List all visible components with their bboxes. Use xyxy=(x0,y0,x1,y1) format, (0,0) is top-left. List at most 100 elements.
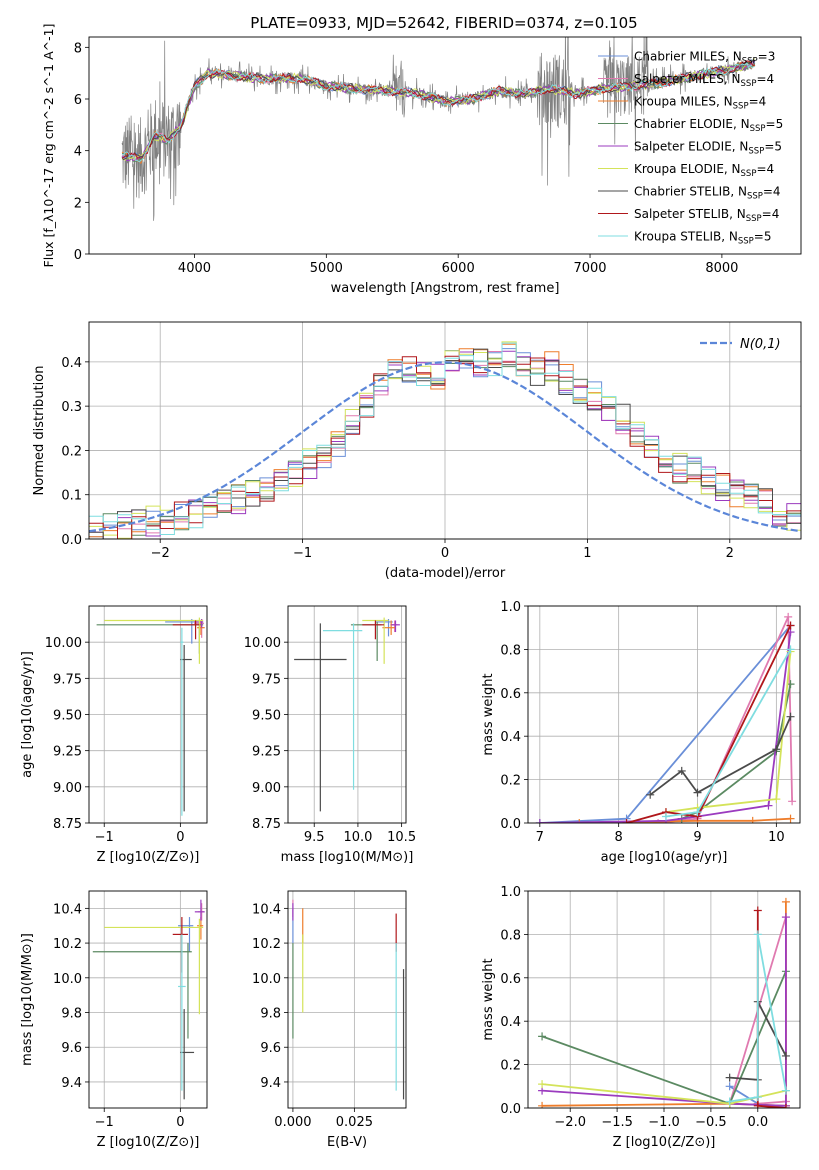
y-tick-label: 9.75 xyxy=(252,672,281,687)
legend-subscript: SSP xyxy=(741,169,757,179)
weight-marker-7 xyxy=(781,1104,790,1108)
x-tick-label: −1.5 xyxy=(601,1115,633,1130)
x-tick-label: −2 xyxy=(151,546,170,561)
x-tick-label: 6000 xyxy=(442,261,475,276)
spectrum-legend: Chabrier MILES, NSSP=3 Salpeter MILES, NS… xyxy=(598,50,783,247)
axes-frame xyxy=(527,890,801,1109)
x-tick-label: 7 xyxy=(536,830,544,845)
axes-frame xyxy=(287,605,407,824)
axes-frame xyxy=(88,321,802,540)
mass-vs-Z-y-label: mass [log10(M/M⊙)] xyxy=(20,933,35,1066)
legend-suffix: =4 xyxy=(756,72,774,86)
weight-marker-2 xyxy=(786,814,795,823)
axes-frame xyxy=(88,36,802,255)
spectrum-y-label: Flux [f_λ10^-17 erg cm^-2 s^-1 A^-1] xyxy=(41,24,56,268)
weight-marker-8 xyxy=(693,808,702,817)
y-tick-label: 8 xyxy=(74,41,82,56)
weight-marker-8 xyxy=(753,1093,762,1102)
y-tick-label: 1.0 xyxy=(500,885,521,900)
y-tick-label: 6 xyxy=(74,93,82,108)
weight-marker-7 xyxy=(786,621,795,630)
legend-label: Kroupa MILES, NSSP=4 xyxy=(634,95,766,112)
legend-subscript: SSP xyxy=(747,192,763,202)
age-vs-mass-x-label: mass [log10(M/M⊙)] xyxy=(281,850,414,865)
plot-area xyxy=(121,37,756,221)
weight-marker-7 xyxy=(753,1101,762,1108)
x-tick-label: 9 xyxy=(693,830,701,845)
y-tick-label: 10.4 xyxy=(53,902,82,917)
residuals-x-label: (data-model)/error xyxy=(385,566,506,581)
plot-area xyxy=(292,899,405,1100)
plot-area xyxy=(538,897,790,1108)
spectrum-plot: 4000 5000 6000 7000 8000 0 2 4 6 8 wavelength [Ang… xyxy=(41,24,802,296)
weight-marker-4 xyxy=(535,819,544,823)
y-tick-label: 9.00 xyxy=(252,781,281,796)
legend-suffix: =4 xyxy=(756,162,774,176)
weight-vs-age-panel: 7 8 9 10 0.0 0.2 0.4 0.6 0.8 1.0 age [log10(age/yr… xyxy=(481,600,801,865)
mass-vs-Z-x-label: Z [log10(Z/Z⊙)] xyxy=(97,1135,200,1150)
y-tick-label: 0.2 xyxy=(500,1059,521,1074)
y-tick-label: 4 xyxy=(74,145,82,160)
weight-marker-5 xyxy=(772,795,781,804)
figure-title: PLATE=0933, MJD=52642, FIBERID=0374, z=0… xyxy=(250,14,637,32)
weight-marker-8 xyxy=(781,1086,790,1095)
y-tick-label: 8.75 xyxy=(252,817,281,832)
spectrum-panel: 4000 5000 6000 7000 8000 0 2 4 6 8 wavelength [Ang… xyxy=(41,24,802,296)
legend-label-normal: N(0,1) xyxy=(740,337,781,352)
legend-label: Salpeter ELODIE, NSSP=5 xyxy=(634,140,782,157)
legend-subscript: SSP xyxy=(750,124,766,134)
y-tick-label: 10.00 xyxy=(45,636,82,651)
weight-marker-6 xyxy=(693,788,702,797)
histogram-step-8 xyxy=(89,342,801,535)
x-tick-label: 10.5 xyxy=(387,830,416,845)
mass-vs-EBV-panel: 0.000 0.025 9.4 9.6 9.8 10.0 10.2 10.4 E(B-V) xyxy=(252,890,407,1150)
weight-marker-4 xyxy=(764,801,773,810)
plot-area xyxy=(92,899,205,1100)
legend-suffix: =3 xyxy=(758,50,776,64)
mass-vs-Z-panel: −1 0 9.4 9.6 9.8 10.0 10.2 10.4 Z [log10(Z/Z⊙)] m… xyxy=(20,890,208,1150)
y-tick-label: 0.1 xyxy=(61,489,82,504)
age-vs-Z-x-label: Z [log10(Z/Z⊙)] xyxy=(97,850,200,865)
weight-marker-8 xyxy=(786,645,795,654)
weight-marker-8 xyxy=(753,930,762,939)
y-tick-label: 10.2 xyxy=(53,937,82,952)
weight-marker-6 xyxy=(677,766,686,775)
x-tick-label: 10 xyxy=(768,830,785,845)
plot-area xyxy=(294,617,400,812)
weight-marker-1 xyxy=(788,797,797,806)
y-tick-label: 10.00 xyxy=(244,636,281,651)
weight-marker-2 xyxy=(781,897,790,906)
x-tick-label: −1 xyxy=(293,546,312,561)
legend-subscript: SSP xyxy=(748,147,764,157)
legend-subscript: SSP xyxy=(741,79,757,89)
y-tick-label: 9.25 xyxy=(252,745,281,760)
legend-suffix: =5 xyxy=(766,117,784,131)
weight-marker-6 xyxy=(786,712,795,721)
legend-subscript: SSP xyxy=(746,214,762,224)
x-tick-label: −1.0 xyxy=(648,1115,680,1130)
x-tick-label: −0.5 xyxy=(695,1115,727,1130)
weight-marker-2 xyxy=(538,1101,547,1108)
y-tick-label: 9.4 xyxy=(61,1076,82,1091)
weight-marker-1 xyxy=(784,612,793,621)
weight-vs-age-y-label: mass weight xyxy=(481,673,496,755)
x-tick-label: 0.025 xyxy=(336,1115,373,1130)
y-tick-label: 9.75 xyxy=(53,672,82,687)
y-tick-label: 2 xyxy=(74,196,82,211)
residuals-y-label: Normed distribution xyxy=(32,366,47,496)
weight-line-8 xyxy=(665,648,792,818)
x-tick-label: 9.5 xyxy=(304,830,325,845)
legend-suffix: =5 xyxy=(764,140,782,154)
y-tick-label: 0.8 xyxy=(500,928,521,943)
plot-area xyxy=(535,612,797,823)
x-tick-label: 1 xyxy=(583,546,591,561)
y-tick-label: 0.3 xyxy=(61,400,82,415)
legend-subscript: SSP xyxy=(733,102,749,112)
y-tick-label: 0.6 xyxy=(500,972,521,987)
legend-suffix: =4 xyxy=(763,185,781,199)
x-tick-label: 0 xyxy=(176,1115,184,1130)
x-tick-label: 7000 xyxy=(573,261,606,276)
weight-marker-6 xyxy=(646,790,655,799)
weight-line-8 xyxy=(729,934,787,1103)
legend-label: Kroupa ELODIE, NSSP=4 xyxy=(634,162,774,179)
